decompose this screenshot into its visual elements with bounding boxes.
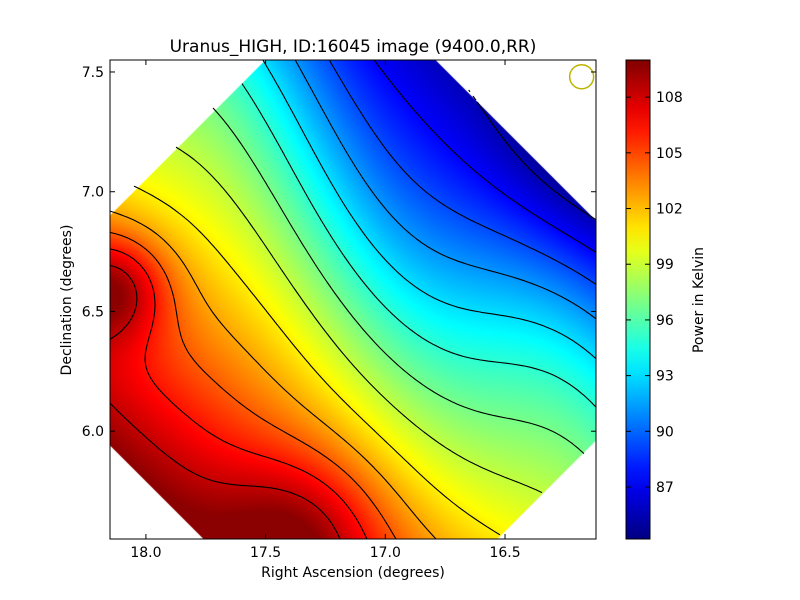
contour-lines [110, 60, 596, 539]
colorbar-tick-label: 99 [656, 257, 674, 273]
x-axis-title: Right Ascension (degrees) [261, 565, 445, 581]
y-tick-label: 6.5 [82, 304, 104, 320]
colorbar-tick-label: 105 [656, 146, 683, 162]
contour-line [468, 89, 596, 221]
contour-line [262, 60, 596, 360]
colorbar-tick-label: 87 [656, 480, 674, 496]
contour-line [110, 231, 397, 539]
x-tick-label: 17.0 [370, 545, 401, 561]
colorbar-tick-label: 108 [656, 90, 683, 106]
y-tick-label: 7.5 [82, 65, 104, 81]
colorbar-tick-label: 102 [656, 202, 683, 218]
colorbar-frame [625, 59, 651, 540]
colorbar-ticks: 87 90 93 96 99 102 105 108 [626, 90, 683, 496]
colorbar [626, 60, 650, 539]
contour-line [110, 210, 437, 539]
chart-title: Uranus_HIGH, ID:16045 image (9400.0,RR) [170, 37, 537, 57]
colorbar-tick-label: 96 [656, 313, 674, 329]
y-axis-title: Declination (degrees) [59, 225, 75, 376]
contour-line [110, 248, 368, 539]
x-tick-label: 16.5 [489, 545, 520, 561]
x-tick-label: 18.0 [130, 545, 161, 561]
contour-line [328, 60, 596, 285]
colorbar-tick-label: 93 [656, 369, 674, 385]
contour-line [212, 107, 585, 455]
axes-frame [109, 59, 597, 540]
y-tick-label: 7.0 [82, 185, 104, 201]
colorbar-label: Power in Kelvin [691, 247, 707, 353]
y-axis-ticks: 6.0 6.5 7.0 7.5 [82, 65, 596, 440]
x-tick-label: 17.5 [250, 545, 281, 561]
colorbar-tick-label: 90 [656, 424, 674, 440]
y-tick-label: 6.0 [82, 424, 104, 440]
contour-line [133, 185, 501, 536]
heatmap-image [110, 60, 596, 539]
contour-line [373, 60, 596, 253]
contour-line [175, 146, 543, 494]
x-axis-ticks: 18.0 17.5 17.0 16.5 [130, 60, 521, 561]
contour-line [241, 83, 596, 408]
beam-circle-marker [568, 64, 595, 90]
contour-line [110, 264, 341, 539]
contour-line [294, 60, 596, 320]
